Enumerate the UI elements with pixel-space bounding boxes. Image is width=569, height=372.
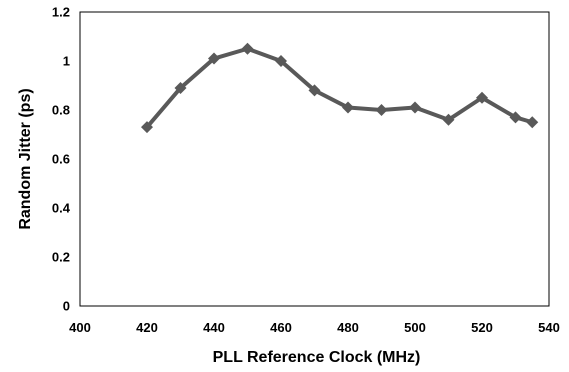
data-point-marker (526, 116, 539, 129)
x-tick-label: 440 (203, 320, 225, 335)
data-point-marker (308, 84, 321, 97)
x-tick-label: 460 (270, 320, 292, 335)
y-axis-ticks: 0 0.2 0.4 0.6 0.8 1 1.2 (52, 5, 71, 314)
x-tick-label: 540 (538, 320, 560, 335)
y-tick-label: 0.2 (52, 250, 70, 265)
series-line (145, 46, 535, 130)
y-tick-label: 1 (63, 54, 70, 69)
data-point-marker (442, 113, 455, 126)
data-point-marker (509, 111, 522, 124)
x-tick-label: 400 (69, 320, 91, 335)
plot-area (79, 11, 550, 307)
x-tick-label: 500 (404, 320, 426, 335)
x-axis-ticks: 400 420 440 460 480 500 520 540 (69, 320, 560, 335)
data-point-marker (275, 55, 287, 67)
x-axis-title: PLL Reference Clock (MHz) (213, 349, 421, 366)
data-point-marker (208, 52, 220, 65)
x-tick-label: 420 (136, 320, 158, 335)
y-tick-label: 1.2 (52, 5, 70, 20)
series-layer (141, 42, 539, 134)
data-point-marker (241, 42, 254, 55)
data-point-marker (342, 101, 354, 114)
data-point-marker (375, 104, 388, 116)
data-point-marker (174, 81, 187, 94)
y-tick-label: 0.4 (52, 201, 71, 216)
data-point-marker (476, 91, 488, 104)
y-tick-label: 0 (63, 299, 70, 314)
data-point-marker (409, 101, 421, 114)
y-axis-title: Random Jitter (ps) (17, 88, 34, 229)
y-tick-label: 0.6 (52, 152, 70, 167)
x-tick-label: 520 (471, 320, 493, 335)
x-tick-label: 480 (337, 320, 359, 335)
y-tick-label: 0.8 (52, 103, 70, 118)
data-point-marker (141, 121, 153, 134)
